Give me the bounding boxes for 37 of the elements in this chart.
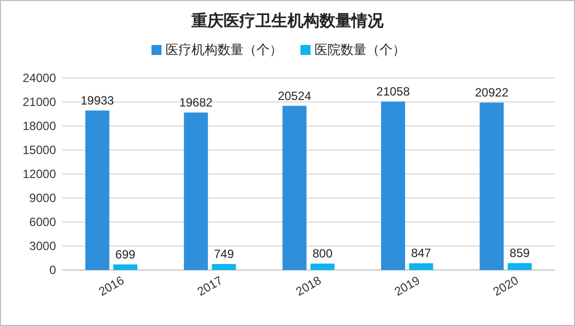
bar (184, 112, 208, 270)
data-label: 20922 (475, 86, 509, 100)
data-label: 21058 (376, 84, 410, 99)
y-tick-label: 9000 (29, 191, 56, 205)
y-tick-label: 24000 (22, 71, 56, 85)
bar (85, 110, 110, 270)
y-tick-label: 15000 (22, 143, 56, 157)
data-label: 19682 (179, 96, 213, 110)
bar (409, 263, 434, 270)
x-tick-label: 2018 (293, 273, 324, 299)
bar (480, 102, 504, 270)
chart-title: 重庆医疗卫生机构数量情况 (190, 12, 384, 30)
data-label: 800 (312, 246, 333, 261)
bar (113, 264, 138, 270)
data-label: 699 (115, 247, 136, 262)
y-tick-label: 0 (49, 263, 56, 277)
data-label: 20524 (278, 88, 312, 103)
bar (282, 106, 306, 270)
data-label: 847 (411, 246, 432, 260)
y-tick-label: 21000 (22, 95, 56, 109)
data-label: 749 (214, 247, 234, 262)
data-label: 19933 (80, 94, 114, 108)
legend-label: 医疗机构数量（个） (166, 42, 282, 57)
x-tick-label: 2016 (96, 273, 127, 299)
bar (310, 264, 334, 270)
bar (381, 102, 406, 270)
y-tick-label: 6000 (29, 215, 56, 229)
y-tick-label: 12000 (22, 167, 56, 181)
y-tick-label: 18000 (22, 119, 56, 133)
x-tick-label: 2020 (490, 273, 522, 299)
x-tick-label: 2017 (194, 273, 226, 299)
x-tick-label: 2019 (392, 273, 422, 299)
y-tick-label: 3000 (29, 239, 56, 253)
bar (508, 263, 532, 270)
bar (212, 264, 236, 270)
legend-label: 医院数量（个） (314, 42, 406, 57)
data-label: 859 (510, 246, 530, 260)
